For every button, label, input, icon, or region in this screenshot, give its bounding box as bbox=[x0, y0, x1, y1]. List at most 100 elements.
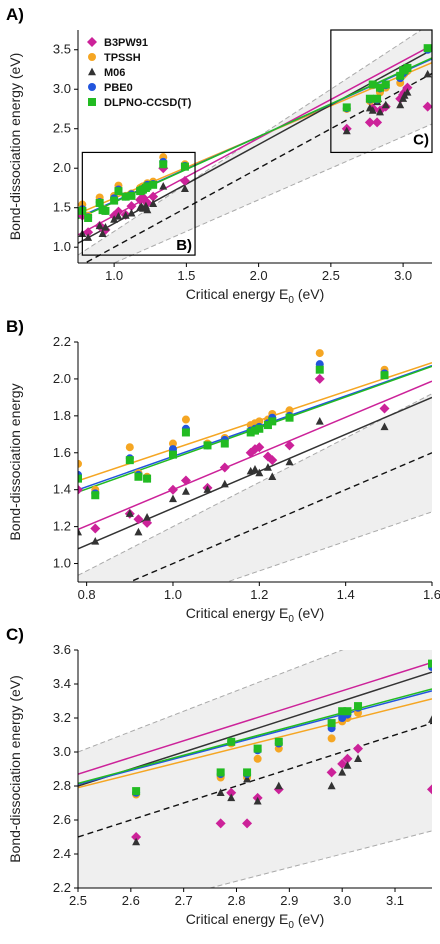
panel-a-inset-box-label-1: C) bbox=[413, 131, 429, 148]
marker-dlpno-ccsd-t--17 bbox=[132, 787, 141, 796]
marker-m06-27 bbox=[428, 715, 432, 723]
panel-b-y-tick-label-2: 1.4 bbox=[53, 482, 71, 497]
marker-m06-24 bbox=[338, 768, 347, 776]
marker-m06-14 bbox=[285, 457, 294, 466]
panel-b-y-axis-label: Bond-dissociation energy bbox=[7, 383, 23, 540]
legend: B3PW91 TPSSH M06 PBE0 DLPNO-CCSD(T) bbox=[87, 37, 192, 109]
marker-dlpno-ccsd-t--3 bbox=[134, 472, 143, 481]
panel-c-fit-b3pw91 bbox=[78, 661, 432, 775]
panel-b-x-axis-label-main: Critical energy E bbox=[186, 605, 289, 621]
marker-b3pw91-16 bbox=[379, 403, 390, 414]
marker-b3pw91-26 bbox=[353, 743, 364, 754]
marker-m06-17 bbox=[132, 837, 141, 846]
panel-a-reference-line bbox=[83, 72, 432, 263]
panel-b-plot-area bbox=[78, 349, 432, 582]
panel-b-x-axis-label: Critical energy E0 (eV) bbox=[186, 605, 325, 625]
panel-a-x-tick-label-0: 1.0 bbox=[105, 268, 123, 283]
panel-c-y-tick-label-1: 2.4 bbox=[53, 846, 71, 861]
marker-m06-12 bbox=[263, 463, 272, 471]
marker-m06-2 bbox=[95, 221, 104, 230]
marker-m06-26 bbox=[403, 87, 412, 96]
panel-b-x-tick-label-2: 1.2 bbox=[250, 587, 268, 602]
marker-m06-21 bbox=[253, 796, 262, 805]
marker-b3pw91-legend-0 bbox=[87, 37, 97, 47]
panel-b-x-tick-label-3: 1.4 bbox=[337, 587, 355, 602]
marker-tpssh-21 bbox=[253, 754, 262, 763]
panel-c-x-axis-label-main: Critical energy E bbox=[186, 911, 289, 927]
marker-tpssh-legend-1 bbox=[88, 53, 96, 61]
marker-m06-23 bbox=[396, 100, 405, 109]
marker-dlpno-ccsd-t--26 bbox=[403, 63, 412, 72]
marker-dlpno-ccsd-t--1 bbox=[91, 491, 100, 500]
legend-entry-b3pw91: B3PW91 bbox=[104, 37, 148, 49]
marker-dlpno-ccsd-t--7 bbox=[121, 192, 130, 201]
marker-tpssh-23 bbox=[327, 734, 336, 743]
marker-tpssh-6 bbox=[181, 415, 190, 424]
marker-m06-17 bbox=[342, 126, 351, 135]
panel-a-x-axis-label-unit: (eV) bbox=[294, 286, 324, 302]
marker-dlpno-ccsd-t--5 bbox=[168, 450, 177, 459]
marker-m06-22 bbox=[274, 781, 283, 790]
marker-m06-22 bbox=[381, 100, 390, 109]
marker-dlpno-ccsd-t--27 bbox=[423, 44, 432, 53]
marker-b3pw91-6 bbox=[113, 206, 124, 217]
panel-c-x-tick-label-3: 2.8 bbox=[227, 893, 245, 908]
marker-b3pw91-16 bbox=[179, 175, 190, 186]
marker-m06-19 bbox=[227, 793, 236, 802]
marker-dlpno-ccsd-t--20 bbox=[243, 768, 252, 777]
marker-dlpno-ccsd-t--1 bbox=[84, 213, 93, 222]
marker-b3pw91-1 bbox=[83, 227, 94, 238]
marker-dlpno-ccsd-t--10 bbox=[251, 426, 259, 435]
marker-dlpno-ccsd-t--2 bbox=[125, 456, 134, 465]
panel-b-label: B) bbox=[6, 317, 24, 336]
marker-b3pw91-20 bbox=[242, 818, 253, 829]
marker-tpssh-14 bbox=[285, 406, 294, 415]
marker-b3pw91-14 bbox=[148, 191, 159, 202]
marker-m06-5 bbox=[110, 215, 119, 223]
panel-b-x-tick-label-1: 1.0 bbox=[164, 587, 182, 602]
marker-b3pw91-17 bbox=[131, 832, 142, 842]
marker-dlpno-ccsd-t--25 bbox=[343, 707, 352, 716]
legend-entry-m06: M06 bbox=[104, 67, 125, 79]
panel-a-x-tick-label-3: 2.5 bbox=[322, 268, 340, 283]
panel-b-y-tick-label-0: 1.0 bbox=[53, 556, 71, 571]
marker-dlpno-ccsd-t--13 bbox=[268, 417, 277, 426]
panel-b-band-upper-edge bbox=[78, 393, 432, 576]
marker-dlpno-ccsd-t--13 bbox=[143, 182, 152, 191]
marker-dlpno-ccsd-t--12 bbox=[263, 421, 272, 430]
marker-m06-16 bbox=[380, 422, 389, 431]
marker-dlpno-ccsd-t--15 bbox=[159, 160, 168, 169]
marker-b3pw91-23 bbox=[326, 767, 337, 778]
marker-dlpno-ccsd-t--24 bbox=[338, 707, 347, 716]
marker-tpssh-15 bbox=[315, 349, 324, 358]
marker-m06-18 bbox=[216, 788, 225, 796]
marker-dlpno-ccsd-t--21 bbox=[253, 744, 262, 753]
marker-m06-6 bbox=[114, 212, 123, 220]
marker-b3pw91-20 bbox=[372, 117, 383, 128]
panel-c-x-tick-label-5: 3.0 bbox=[333, 893, 351, 908]
marker-m06-13 bbox=[143, 205, 152, 214]
panel-b-error-band bbox=[78, 393, 432, 582]
panel-a-x-tick-label-1: 1.5 bbox=[177, 268, 195, 283]
marker-b3pw91-15 bbox=[314, 373, 325, 384]
marker-tpssh-5 bbox=[168, 439, 177, 448]
legend-entry-tpssh: TPSSH bbox=[104, 52, 141, 64]
panel-b-band-lower-edge bbox=[225, 511, 432, 582]
panel-a-y-tick-label-5: 3.5 bbox=[53, 42, 71, 57]
marker-dlpno-ccsd-t--8 bbox=[220, 439, 229, 448]
marker-m06-1 bbox=[84, 233, 93, 241]
panel-a-inset-box-label-0: B) bbox=[176, 237, 192, 254]
marker-m06-14 bbox=[149, 199, 158, 207]
marker-dlpno-ccsd-t--15 bbox=[315, 365, 324, 374]
marker-b3pw91-8 bbox=[126, 201, 137, 212]
marker-dlpno-ccsd-t--18 bbox=[365, 94, 374, 103]
marker-b3pw91-18 bbox=[364, 117, 375, 128]
marker-m06-15 bbox=[315, 416, 324, 425]
marker-b3pw91-6 bbox=[180, 475, 191, 486]
panel-c-x-axis-label-unit: (eV) bbox=[294, 911, 324, 927]
marker-m06-7 bbox=[121, 211, 130, 219]
panel-c-y-tick-label-6: 3.4 bbox=[53, 676, 71, 691]
panel-a-inset-box-1 bbox=[330, 29, 433, 154]
marker-dlpno-ccsd-t--27 bbox=[428, 659, 432, 668]
marker-dlpno-ccsd-t--17 bbox=[342, 103, 351, 112]
